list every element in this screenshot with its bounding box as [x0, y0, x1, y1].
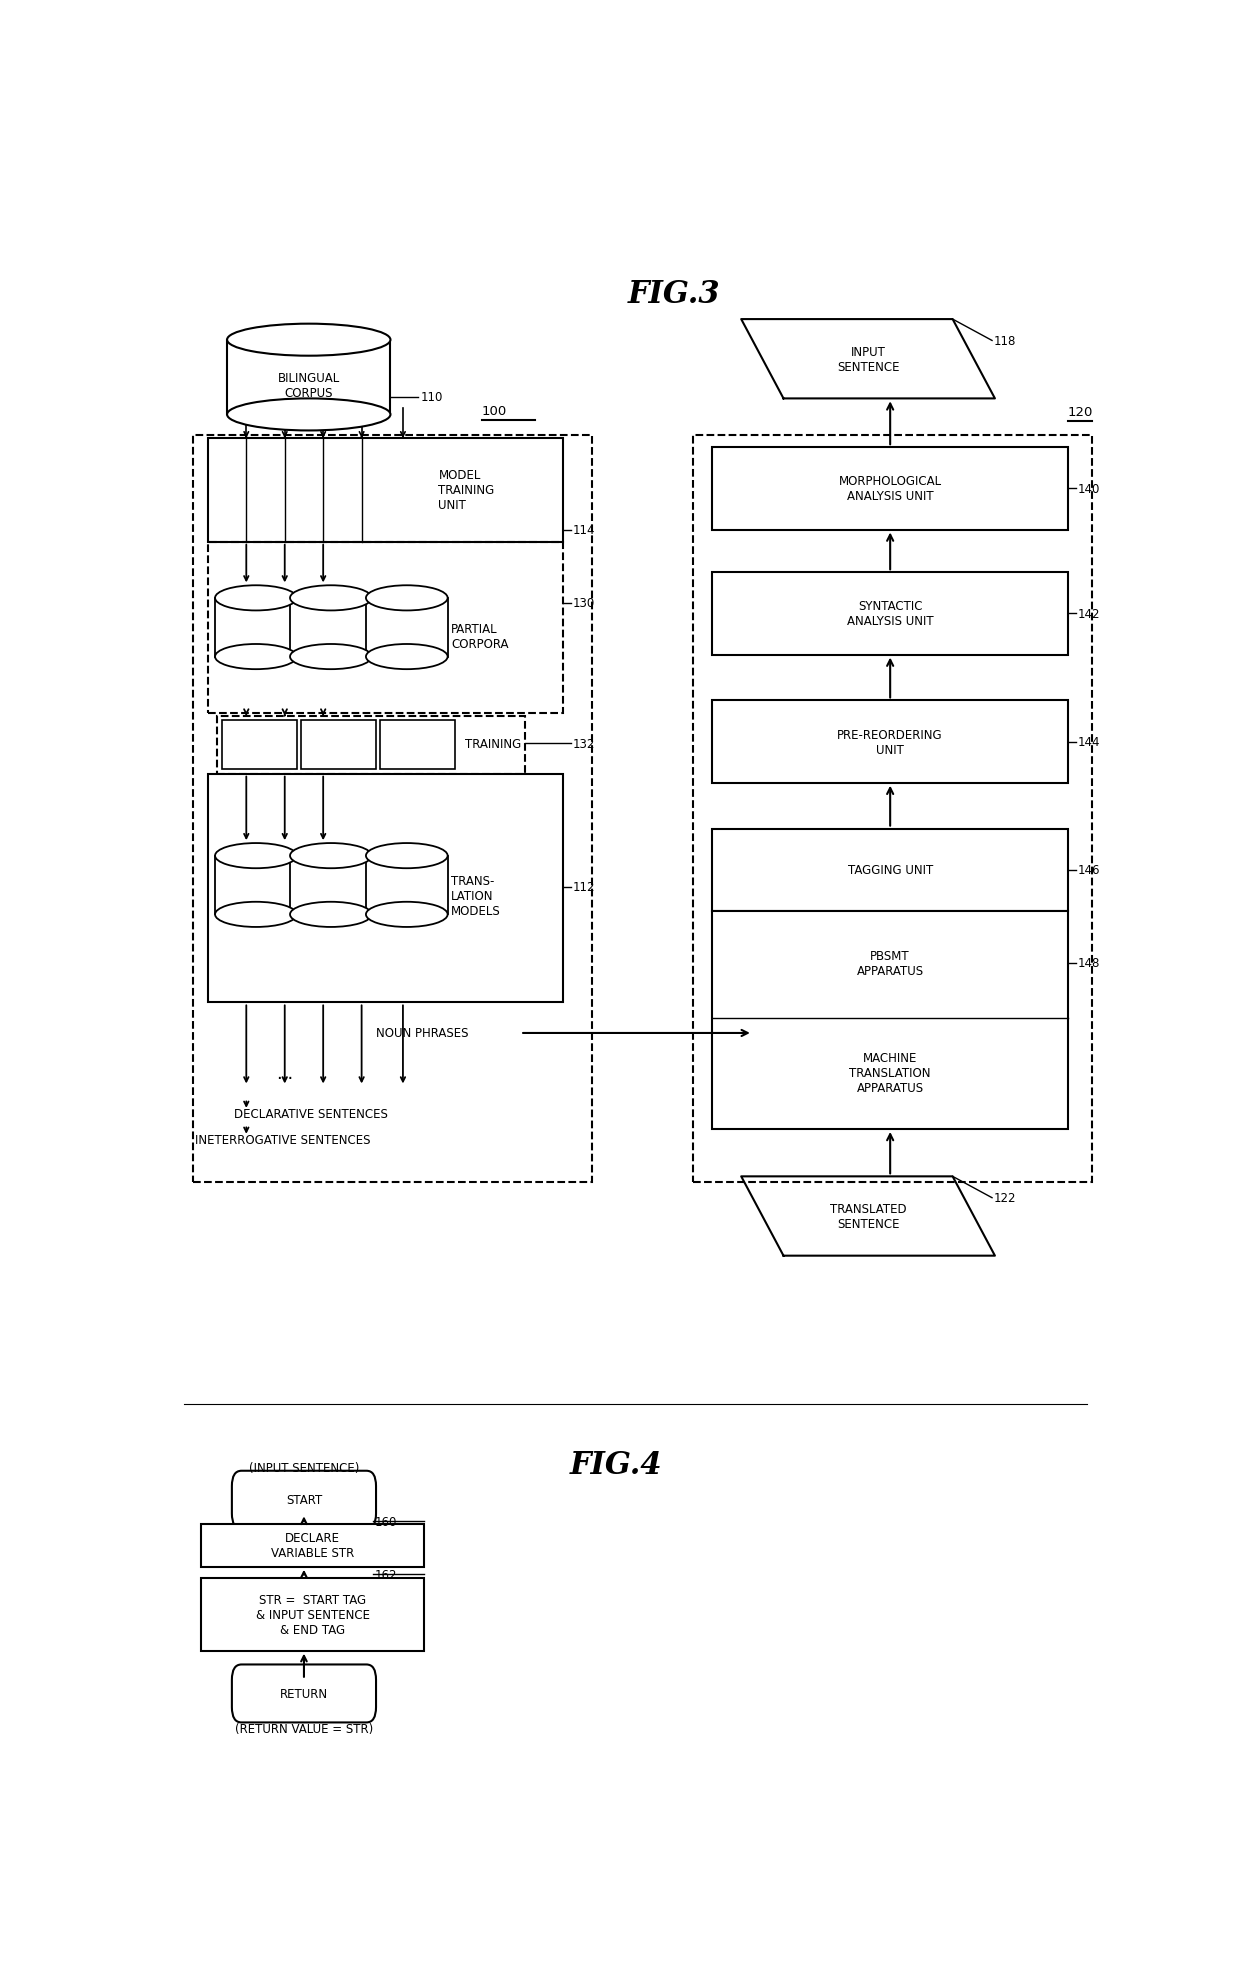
Bar	[227, 341, 391, 416]
Text: MORPHOLOGICAL
ANALYSIS UNIT: MORPHOLOGICAL ANALYSIS UNIT	[838, 475, 941, 503]
Bar	[712, 911, 1068, 1129]
Text: INETERROGATIVE SENTENCES: INETERROGATIVE SENTENCES	[196, 1135, 371, 1146]
Text: START: START	[286, 1493, 322, 1507]
Ellipse shape	[290, 586, 372, 612]
Bar	[712, 572, 1068, 655]
Text: FIG.3: FIG.3	[627, 279, 720, 309]
Text: 118: 118	[994, 335, 1017, 348]
Text: 160: 160	[374, 1515, 398, 1529]
Ellipse shape	[290, 903, 372, 927]
Text: 110: 110	[420, 392, 443, 404]
Ellipse shape	[215, 903, 296, 927]
Text: 142: 142	[1078, 608, 1100, 620]
Text: TRAINING: TRAINING	[465, 737, 522, 750]
Ellipse shape	[215, 586, 296, 612]
Ellipse shape	[290, 645, 372, 669]
Text: 146: 146	[1078, 863, 1100, 877]
Text: NOUN PHRASES: NOUN PHRASES	[376, 1028, 469, 1040]
Bar	[301, 721, 376, 770]
Bar	[201, 1525, 424, 1566]
Text: 140: 140	[1078, 483, 1100, 495]
Text: 132: 132	[573, 737, 595, 750]
Text: TRANSLATED
SENTENCE: TRANSLATED SENTENCE	[830, 1202, 906, 1230]
Ellipse shape	[366, 645, 448, 669]
Ellipse shape	[215, 645, 296, 669]
Bar	[379, 721, 455, 770]
Text: BILINGUAL
CORPUS: BILINGUAL CORPUS	[278, 372, 340, 400]
Bar	[193, 436, 593, 1182]
Bar	[215, 855, 296, 915]
Bar	[208, 440, 563, 543]
Bar	[712, 830, 1068, 911]
Ellipse shape	[227, 400, 391, 432]
Text: MODEL
TRAINING
UNIT: MODEL TRAINING UNIT	[439, 469, 495, 513]
Ellipse shape	[366, 903, 448, 927]
Bar	[201, 1578, 424, 1651]
Bar	[290, 855, 372, 915]
Bar	[290, 598, 372, 657]
Text: MACHINE
TRANSLATION
APPARATUS: MACHINE TRANSLATION APPARATUS	[849, 1051, 931, 1095]
FancyBboxPatch shape	[232, 1471, 376, 1529]
Bar	[712, 701, 1068, 784]
Bar	[215, 598, 296, 657]
Text: TAGGING UNIT: TAGGING UNIT	[848, 863, 932, 877]
Ellipse shape	[227, 325, 391, 356]
Text: (INPUT SENTENCE): (INPUT SENTENCE)	[249, 1461, 360, 1475]
Text: TRANS-
LATION
MODELS: TRANS- LATION MODELS	[451, 875, 501, 917]
Text: FIG.4: FIG.4	[570, 1449, 662, 1481]
Bar	[208, 774, 563, 1004]
Text: 130: 130	[573, 598, 595, 610]
Text: 144: 144	[1078, 737, 1100, 748]
FancyBboxPatch shape	[232, 1665, 376, 1723]
Text: (RETURN VALUE = STR): (RETURN VALUE = STR)	[234, 1723, 373, 1734]
Bar	[217, 717, 525, 774]
Text: SYNTACTIC
ANALYSIS UNIT: SYNTACTIC ANALYSIS UNIT	[847, 600, 934, 628]
Ellipse shape	[290, 843, 372, 869]
Text: INPUT
SENTENCE: INPUT SENTENCE	[837, 346, 899, 374]
Text: ...: ...	[277, 1063, 294, 1083]
Text: 162: 162	[374, 1568, 398, 1582]
Bar	[366, 598, 448, 657]
Text: PBSMT
APPARATUS: PBSMT APPARATUS	[857, 948, 924, 978]
Bar	[693, 436, 1092, 1182]
Ellipse shape	[366, 843, 448, 869]
Text: STR =  START TAG
& INPUT SENTENCE
& END TAG: STR = START TAG & INPUT SENTENCE & END T…	[255, 1592, 370, 1635]
Text: 120: 120	[1068, 406, 1094, 420]
Ellipse shape	[215, 843, 296, 869]
Text: 148: 148	[1078, 956, 1100, 970]
Text: 122: 122	[994, 1192, 1017, 1204]
Text: 112: 112	[573, 881, 595, 893]
Text: PRE-REORDERING
UNIT: PRE-REORDERING UNIT	[837, 729, 942, 756]
Bar	[222, 721, 298, 770]
Text: 100: 100	[481, 404, 507, 418]
Ellipse shape	[366, 586, 448, 612]
Bar	[366, 855, 448, 915]
Text: DECLARE
VARIABLE STR: DECLARE VARIABLE STR	[272, 1533, 355, 1560]
Text: RETURN: RETURN	[280, 1687, 329, 1701]
Text: DECLARATIVE SENTENCES: DECLARATIVE SENTENCES	[234, 1107, 388, 1121]
Bar	[712, 447, 1068, 531]
Bar	[208, 543, 563, 713]
Text: PARTIAL
CORPORA: PARTIAL CORPORA	[451, 624, 508, 651]
Text: 114: 114	[573, 525, 595, 537]
